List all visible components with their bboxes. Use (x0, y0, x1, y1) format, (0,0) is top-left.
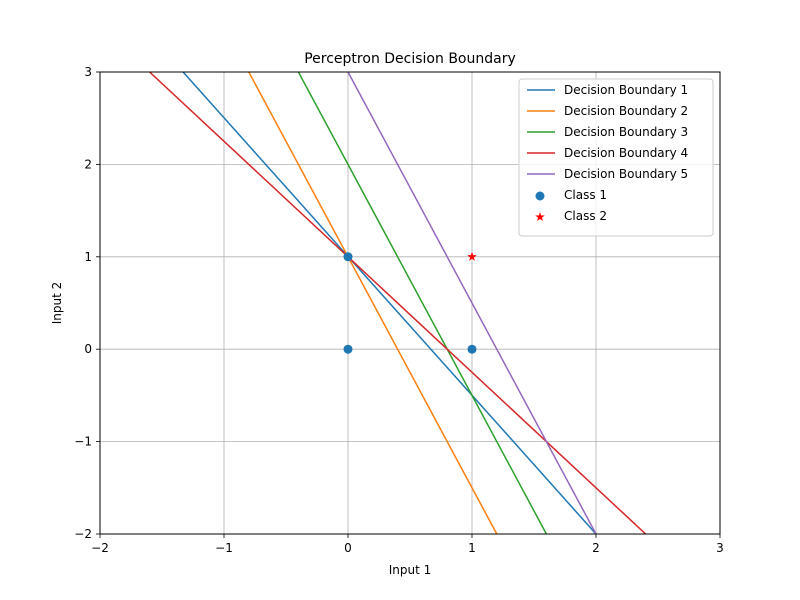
plot-area (149, 72, 647, 534)
y-tick-label: 3 (84, 65, 92, 79)
series-line-5 (347, 72, 597, 534)
legend-label: Class 2 (564, 209, 607, 223)
legend-label: Decision Boundary 5 (564, 167, 688, 181)
y-tick-label: −2 (74, 527, 92, 541)
legend-swatch (535, 212, 545, 222)
series-line-1 (182, 72, 597, 534)
legend-box (518, 78, 714, 237)
axes-frame (99, 71, 721, 535)
scatter-point-class-1 (343, 344, 353, 354)
chart-title: Perceptron Decision Boundary (304, 51, 516, 67)
series-line-2 (248, 72, 498, 534)
scatter-point-class-1 (467, 344, 477, 354)
y-tick-label: 2 (84, 157, 92, 171)
legend-label: Decision Boundary 3 (564, 125, 688, 139)
legend-label: Decision Boundary 2 (564, 104, 688, 118)
y-tick-label: 0 (84, 342, 92, 356)
x-axis-label: Input 1 (389, 563, 432, 577)
x-tick-label: −2 (91, 541, 109, 555)
legend-swatch (535, 191, 545, 201)
y-tick-label: −1 (74, 435, 92, 449)
x-tick-label: 3 (716, 541, 724, 555)
plot-marks (149, 72, 647, 534)
legend: Decision Boundary 1 Decision Boundary 2 De… (518, 78, 714, 237)
scatter-point-class-2 (467, 251, 477, 261)
x-tick-label: 0 (344, 541, 352, 555)
x-tick-label: 1 (468, 541, 476, 555)
y-tick-label: 1 (84, 250, 92, 264)
series-line-4 (149, 72, 647, 534)
legend-label: Decision Boundary 4 (564, 146, 688, 160)
legend-label: Class 1 (564, 188, 607, 202)
legend-label: Decision Boundary 1 (564, 83, 688, 97)
x-tick-label: −1 (215, 541, 233, 555)
x-tick-label: 2 (592, 541, 600, 555)
ticks: −2 −1 0 1 2 3 −2 −1 0 1 2 3 (74, 65, 724, 555)
y-axis-label: Input 2 (50, 282, 64, 325)
series-line-3 (297, 72, 548, 534)
scatter-point-class-1 (343, 252, 353, 262)
